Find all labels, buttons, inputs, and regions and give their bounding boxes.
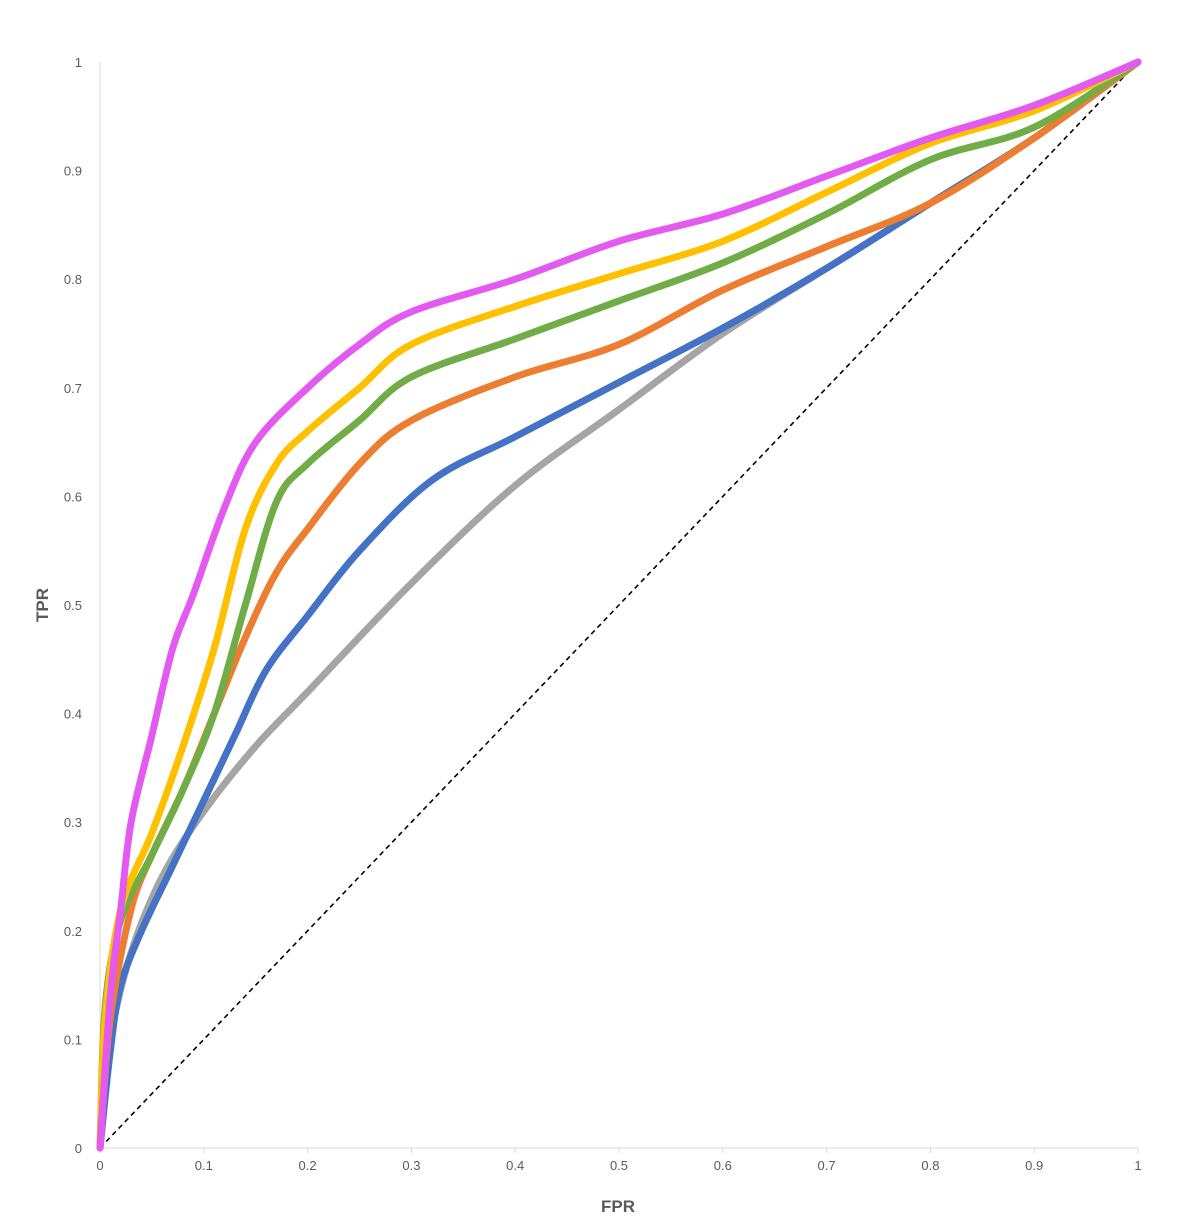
reference-line <box>99 61 1139 1149</box>
x-tick-label: 0.2 <box>299 1158 317 1173</box>
series-lines <box>96 58 1142 1152</box>
x-tick-label: 0.7 <box>818 1158 836 1173</box>
x-tick-label: 0.3 <box>402 1158 420 1173</box>
y-tick-label: 0.7 <box>64 381 82 396</box>
y-tick-label: 0.3 <box>64 815 82 830</box>
x-axis-title: FPR <box>601 1197 635 1216</box>
x-tick-label: 0.8 <box>921 1158 939 1173</box>
x-tick-label: 1 <box>1134 1158 1141 1173</box>
x-tick-label: 0 <box>96 1158 103 1173</box>
y-tick-label: 0.9 <box>64 164 82 179</box>
y-tick-label: 0.8 <box>64 272 82 287</box>
series-line-2 <box>96 58 1142 1152</box>
y-tick-label: 0.1 <box>64 1032 82 1047</box>
y-tick-label: 0 <box>75 1141 82 1156</box>
y-axis-title: TPR <box>33 588 52 622</box>
y-tick-label: 0.2 <box>64 924 82 939</box>
x-tick-label: 0.5 <box>610 1158 628 1173</box>
y-tick-label: 0.5 <box>64 598 82 613</box>
reference-diagonal <box>99 61 1139 1149</box>
x-tick-label: 0.1 <box>195 1158 213 1173</box>
y-tick-label: 0.4 <box>64 707 82 722</box>
series-line-6 <box>96 58 1142 1152</box>
y-tick-label: 0.6 <box>64 489 82 504</box>
series-line-5 <box>96 58 1142 1152</box>
y-tick-label: 1 <box>75 55 82 70</box>
x-tick-label: 0.4 <box>506 1158 524 1173</box>
axes: 0 0.1 0.2 0.3 0.4 0.5 0.6 0.7 0.8 0.9 1 0 0.1 0.2 0.3 0… <box>64 55 1142 1173</box>
x-tick-label: 0.6 <box>714 1158 732 1173</box>
x-tick-label: 0.9 <box>1025 1158 1043 1173</box>
series-line-4 <box>96 58 1142 1152</box>
